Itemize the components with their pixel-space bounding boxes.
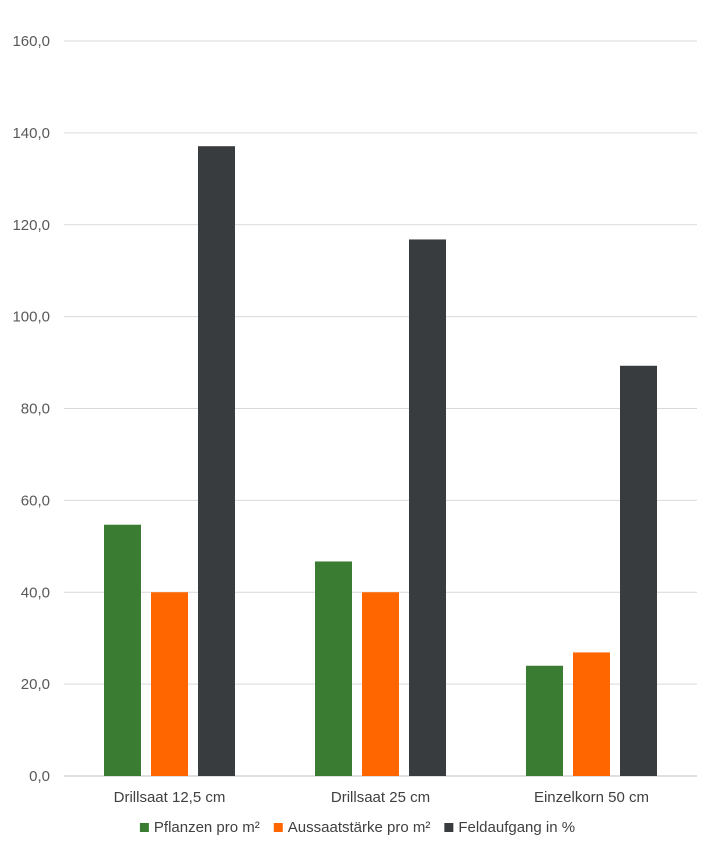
bar-2-3 — [573, 652, 610, 776]
y-tick-label: 160,0 — [12, 33, 50, 50]
legend-label: Aussaatstärke pro m² — [288, 819, 431, 836]
y-tick-label: 20,0 — [21, 676, 50, 693]
y-tick-label: 100,0 — [12, 309, 50, 326]
legend-swatch — [139, 823, 149, 832]
legend-label: Pflanzen pro m² — [154, 819, 260, 836]
bar-1-3 — [526, 665, 563, 776]
x-category-label: Drillsaat 25 cm — [331, 789, 430, 806]
y-axis-ticks: 0,0 20,0 40,0 60,0 80,0 100,0 120,0 140,0 160,0 — [12, 33, 50, 785]
bar-2-2 — [362, 592, 399, 776]
x-category-label: Drillsaat 12,5 cm — [114, 789, 226, 806]
bar-1-1 — [104, 524, 141, 776]
legend-swatch — [444, 823, 454, 832]
bar-1-2 — [315, 561, 352, 776]
y-tick-label: 120,0 — [12, 217, 50, 234]
y-tick-label: 80,0 — [21, 401, 50, 418]
x-axis-categories: Drillsaat 12,5 cm Drillsaat 25 cm Einzelko… — [114, 789, 649, 806]
y-tick-label: 0,0 — [29, 768, 50, 785]
bar-3-3 — [620, 365, 657, 776]
legend-item-2: Aussaatstärke pro m² — [273, 819, 431, 836]
bars — [104, 146, 657, 776]
y-tick-label: 40,0 — [21, 584, 50, 601]
bar-3-2 — [409, 239, 446, 776]
bar-2-1 — [151, 592, 188, 776]
legend-swatch — [273, 823, 283, 832]
y-tick-label: 60,0 — [21, 492, 50, 509]
x-category-label: Einzelkorn 50 cm — [534, 789, 649, 806]
y-tick-label: 140,0 — [12, 125, 50, 142]
legend: Pflanzen pro m² Aussaatstärke pro m² Felda… — [139, 819, 575, 836]
bar-3-1 — [198, 146, 235, 776]
legend-item-1: Pflanzen pro m² — [139, 819, 260, 836]
legend-item-3: Feldaufgang in % — [444, 819, 575, 836]
legend-label: Feldaufgang in % — [458, 819, 575, 836]
